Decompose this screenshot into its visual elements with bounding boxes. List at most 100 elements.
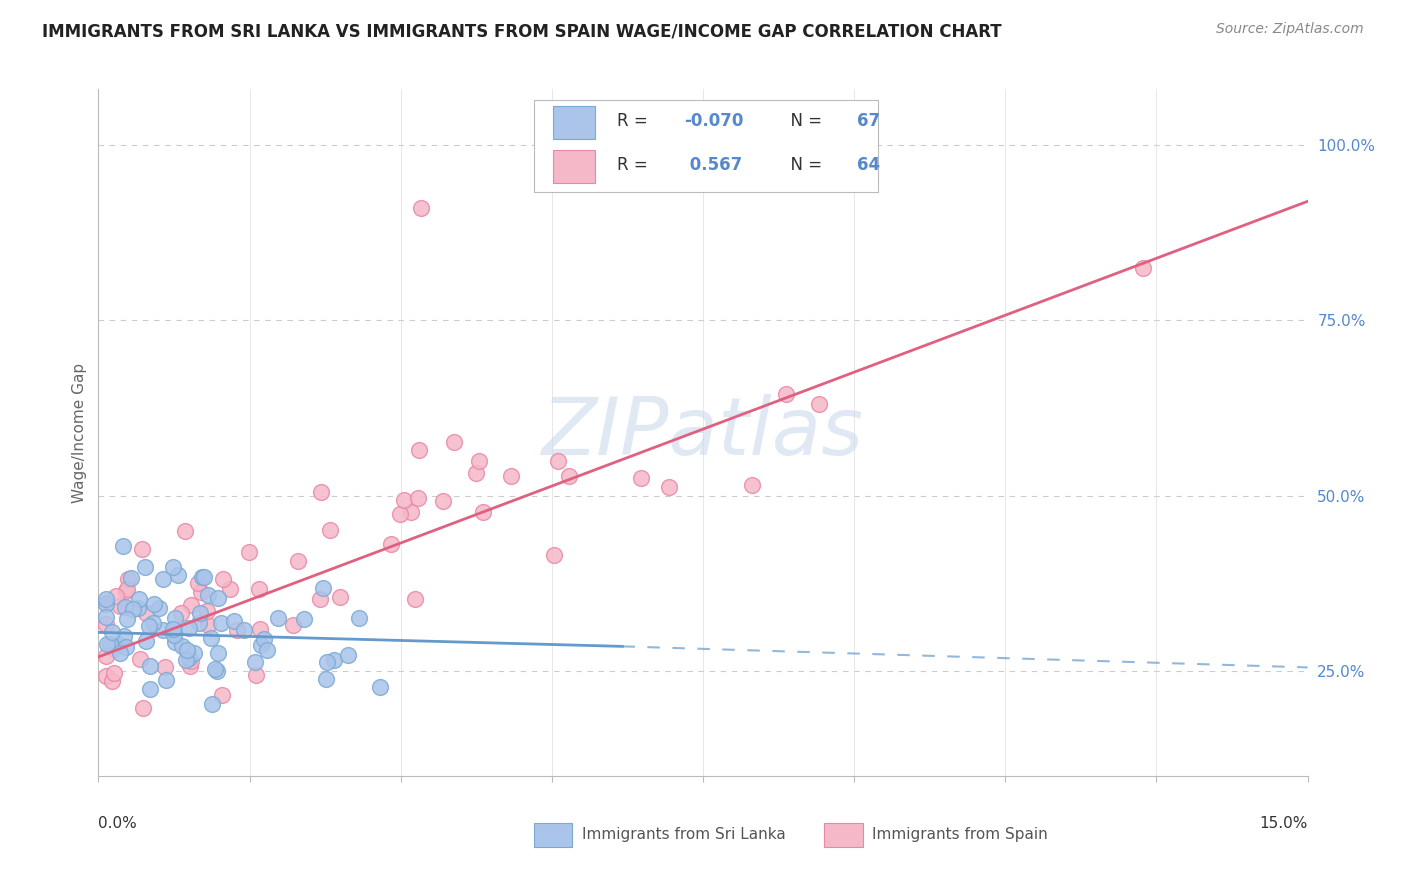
Text: IMMIGRANTS FROM SRI LANKA VS IMMIGRANTS FROM SPAIN WAGE/INCOME GAP CORRELATION C: IMMIGRANTS FROM SRI LANKA VS IMMIGRANTS … [42, 22, 1002, 40]
Point [96, 637, 118, 651]
Point [174, 652, 197, 666]
Point [98, 636, 121, 650]
Point [249, 622, 271, 636]
Point [105, 640, 128, 654]
FancyBboxPatch shape [534, 100, 879, 193]
Point [253, 632, 276, 646]
Point [499, 469, 522, 483]
Point [315, 672, 337, 686]
Point [245, 668, 267, 682]
Point [135, 606, 157, 620]
Point [142, 597, 165, 611]
Point [347, 611, 370, 625]
Point [170, 606, 193, 620]
Point [408, 443, 430, 458]
Point [103, 665, 125, 680]
Point [197, 588, 219, 602]
Point [180, 654, 202, 668]
Text: 15.0%: 15.0% [1260, 816, 1308, 831]
Point [292, 612, 315, 626]
Point [204, 662, 226, 676]
Point [211, 688, 233, 702]
Point [329, 590, 352, 604]
Point [96, 597, 118, 611]
Point [316, 655, 339, 669]
Text: -0.070: -0.070 [683, 112, 742, 130]
Point [104, 589, 127, 603]
Point [336, 648, 359, 663]
Point [311, 581, 333, 595]
Point [162, 622, 184, 636]
Point [176, 642, 198, 657]
Point [163, 635, 186, 649]
Point [111, 539, 134, 553]
Bar [534, 822, 572, 847]
Point [741, 478, 763, 492]
Bar [824, 822, 863, 847]
Bar [553, 106, 595, 139]
Text: 0.567: 0.567 [683, 156, 742, 174]
Point [394, 493, 416, 508]
Point [226, 623, 249, 637]
Point [256, 643, 278, 657]
Point [162, 560, 184, 574]
Point [238, 545, 260, 559]
Point [432, 493, 454, 508]
Point [96, 592, 118, 607]
Point [380, 537, 402, 551]
Point [547, 453, 569, 467]
Point [187, 576, 209, 591]
Text: 64: 64 [856, 156, 880, 174]
Point [117, 573, 139, 587]
Point [193, 570, 215, 584]
Point [114, 600, 136, 615]
Point [139, 682, 162, 697]
Point [96, 610, 118, 624]
Point [108, 646, 131, 660]
Point [96, 669, 118, 683]
Point [267, 611, 290, 625]
Point [179, 650, 201, 665]
Point [188, 616, 211, 631]
Point [245, 656, 267, 670]
Point [443, 435, 465, 450]
Point [465, 466, 488, 480]
Point [148, 600, 170, 615]
Point [287, 553, 309, 567]
Text: Immigrants from Sri Lanka: Immigrants from Sri Lanka [582, 827, 786, 842]
Point [96, 617, 118, 632]
Text: Source: ZipAtlas.com: Source: ZipAtlas.com [1216, 22, 1364, 37]
Point [370, 680, 392, 694]
Point [211, 573, 233, 587]
Point [197, 617, 219, 632]
Point [115, 582, 138, 596]
Point [96, 648, 118, 663]
Y-axis label: Wage/Income Gap: Wage/Income Gap [72, 362, 87, 503]
Text: Immigrants from Spain: Immigrants from Spain [872, 827, 1047, 842]
Point [183, 646, 205, 660]
Text: R =: R = [617, 112, 654, 130]
Point [155, 673, 177, 687]
Point [173, 524, 195, 538]
Point [630, 471, 652, 485]
Point [135, 634, 157, 648]
Point [472, 505, 495, 519]
Point [153, 660, 176, 674]
Point [115, 583, 138, 598]
Point [1132, 261, 1154, 276]
Point [166, 568, 188, 582]
Point [128, 591, 150, 606]
Point [775, 386, 797, 401]
Point [807, 397, 830, 411]
Point [209, 615, 232, 630]
Point [142, 615, 165, 630]
Point [103, 642, 125, 657]
Point [319, 523, 342, 537]
Point [308, 592, 330, 607]
Point [191, 570, 214, 584]
Text: 0.0%: 0.0% [98, 816, 138, 831]
Point [96, 596, 118, 610]
Point [233, 623, 256, 637]
Point [409, 202, 432, 216]
Point [139, 659, 162, 673]
